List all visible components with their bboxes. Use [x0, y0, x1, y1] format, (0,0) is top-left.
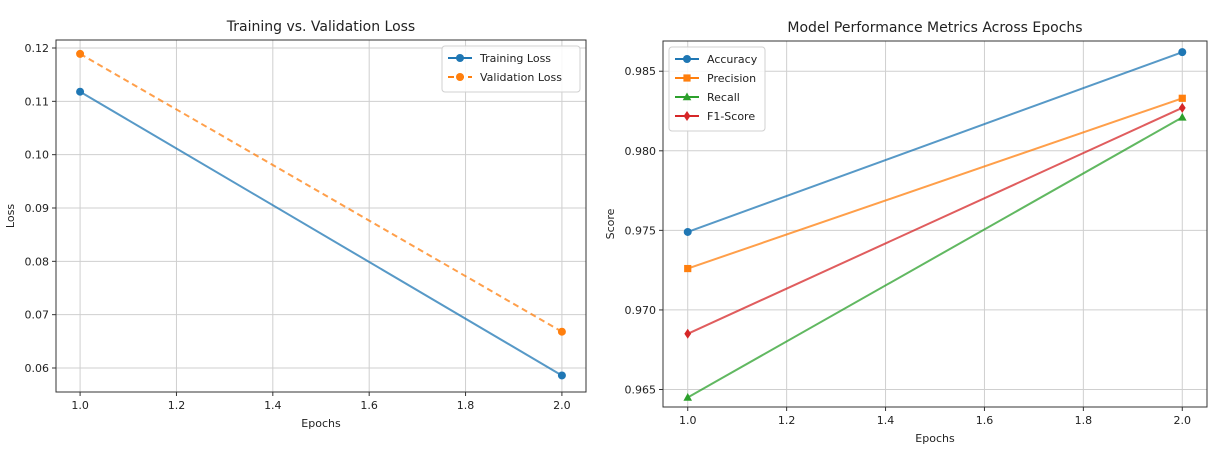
legend-marker: [682, 92, 692, 101]
training-loss-line: [79, 90, 563, 377]
legend-marker: [683, 55, 691, 63]
training-loss-point: [76, 87, 85, 96]
y-axis-label: Score: [604, 208, 617, 239]
recall-point: [1177, 112, 1187, 121]
legend-marker: [456, 73, 464, 81]
x-tick-label: 1.0: [71, 399, 89, 412]
legend-box: [668, 46, 766, 132]
accuracy-point: [1178, 48, 1187, 57]
legend-marker: [683, 74, 691, 82]
legend-label: Training Loss: [479, 52, 551, 65]
legend-label: Precision: [707, 72, 756, 85]
x-tick-label: 2.0: [553, 399, 571, 412]
plot-frame: [55, 39, 587, 393]
loss-chart: 1.0 1.2 1.4 1.6 1.8 2.0 0.06 0.07 0.08 0.09 0.10 0.…: [4, 19, 587, 430]
y-tick-label: 0.985: [625, 65, 657, 78]
y-tick-label: 0.12: [25, 42, 50, 55]
y-tick-label: 0.08: [25, 255, 50, 268]
series-precision: [684, 94, 1186, 273]
series-recall: [683, 112, 1187, 401]
x-tick-label: 1.2: [778, 414, 796, 427]
precision-line: [687, 97, 1183, 270]
legend-label: F1-Score: [707, 110, 755, 123]
chart-title: Training vs. Validation Loss: [226, 19, 415, 35]
recall-line: [687, 116, 1183, 399]
chart-title: Model Performance Metrics Across Epochs: [787, 20, 1082, 36]
y-tick-label: 0.970: [625, 304, 657, 317]
plot-area: [56, 40, 586, 392]
legend: Training Loss Validation Loss: [441, 45, 581, 93]
f1-score-point: [684, 328, 692, 339]
legend-label: Recall: [707, 91, 740, 104]
x-tick-label: 1.6: [360, 399, 378, 412]
x-tick-label: 1.8: [1075, 414, 1093, 427]
validation-loss-line: [79, 53, 563, 333]
x-axis-label: Epochs: [301, 417, 341, 430]
metrics-chart: 1.0 1.2 1.4 1.6 1.8 2.0 0.965 0.970 0.975 0.980 0.…: [604, 20, 1208, 445]
x-tick-label: 1.6: [976, 414, 994, 427]
y-tick-label: 0.965: [625, 383, 657, 396]
precision-point: [1178, 94, 1186, 102]
series-f1-score: [684, 102, 1186, 339]
validation-loss-point: [557, 327, 566, 336]
x-tick-label: 1.4: [877, 414, 895, 427]
y-tick-label: 0.11: [25, 95, 50, 108]
series-accuracy: [683, 48, 1187, 236]
accuracy-point: [683, 227, 692, 236]
series-training-loss: [76, 87, 566, 380]
x-tick-label: 1.2: [168, 399, 186, 412]
legend-box: [441, 45, 581, 93]
accuracy-line: [687, 51, 1183, 233]
x-tick-label: 1.4: [264, 399, 282, 412]
series-validation-loss: [76, 49, 566, 336]
y-tick-label: 0.975: [625, 224, 657, 237]
y-axis-label: Loss: [4, 204, 17, 228]
y-tick-label: 0.980: [625, 145, 657, 158]
legend-label: Validation Loss: [480, 71, 562, 84]
legend-marker: [683, 111, 691, 121]
legend-label: Accuracy: [707, 53, 758, 66]
legend: Accuracy Precision Recall F1-Score: [668, 46, 766, 132]
validation-loss-point: [76, 49, 85, 58]
legend-marker: [456, 54, 464, 62]
x-tick-label: 1.8: [457, 399, 475, 412]
x-axis-label: Epochs: [915, 432, 955, 445]
precision-point: [684, 264, 692, 273]
x-tick-label: 1.0: [679, 414, 697, 427]
training-loss-point: [557, 371, 566, 380]
y-tick-label: 0.06: [25, 362, 50, 375]
y-tick-label: 0.09: [25, 202, 50, 215]
recall-point: [683, 392, 693, 401]
y-tick-label: 0.10: [25, 149, 50, 162]
x-tick-label: 2.0: [1174, 414, 1192, 427]
f1-score-point: [1178, 102, 1186, 113]
f1-score-line: [687, 106, 1183, 335]
y-tick-label: 0.07: [25, 309, 50, 322]
plot-frame: [662, 40, 1208, 408]
